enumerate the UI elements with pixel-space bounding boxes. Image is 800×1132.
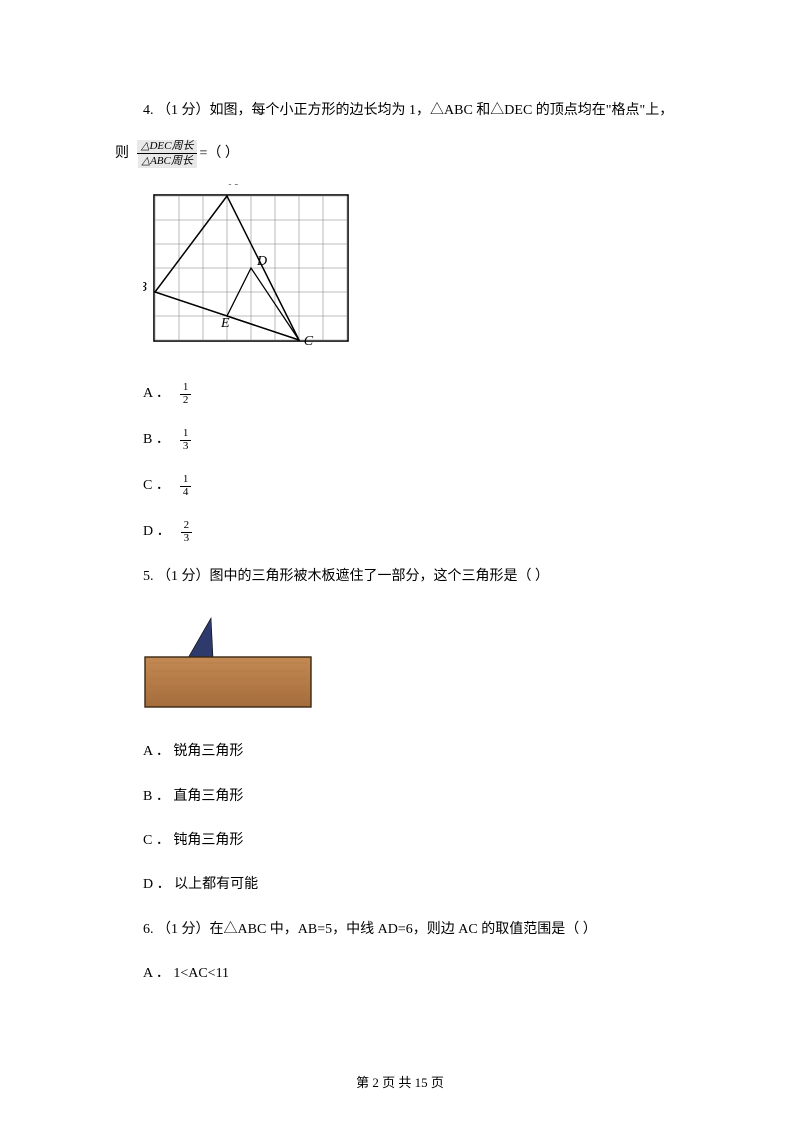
- q5-stem: 5. （1 分）图中的三角形被木板遮住了一部分，这个三角形是（ ）: [115, 566, 685, 588]
- option-label: D ．: [143, 521, 171, 543]
- q4-stem-line1: 4. （1 分）如图，每个小正方形的边长均为 1，△ABC 和△DEC 的顶点均…: [115, 100, 685, 122]
- q4-zhe: 则: [115, 143, 129, 165]
- svg-text:D: D: [256, 253, 267, 268]
- svg-text:B: B: [143, 280, 147, 295]
- q4-stem-line2: 则 △DEC周长 △ABC周长 =（ ）: [115, 140, 685, 167]
- fraction-icon: 1 4: [180, 474, 192, 498]
- svg-text:E: E: [220, 316, 230, 331]
- q5-option-c[interactable]: C ． 钝角三角形: [143, 830, 685, 852]
- q4-figure: A B C D E: [143, 184, 685, 360]
- q4-option-d[interactable]: D ． 2 3: [143, 520, 685, 544]
- page-footer: 第 2 页 共 15 页: [0, 1073, 800, 1094]
- q5-option-d[interactable]: D ． 以上都有可能: [143, 874, 685, 896]
- q4-option-b[interactable]: B ． 1 3: [143, 428, 685, 452]
- q4-grid-svg: A B C D E: [143, 184, 363, 352]
- q6-option-a[interactable]: A ． 1<AC<11: [143, 963, 685, 985]
- q4-option-a[interactable]: A ． 1 2: [143, 382, 685, 406]
- q6-stem: 6. （1 分）在△ABC 中，AB=5，中线 AD=6，则边 AC 的取值范围…: [115, 919, 685, 941]
- q5-wood-svg: [143, 613, 313, 711]
- svg-text:A: A: [228, 184, 238, 188]
- option-label: A ．: [143, 383, 170, 405]
- q5-option-a[interactable]: A ． 锐角三角形: [143, 741, 685, 763]
- q4-option-c[interactable]: C ． 1 4: [143, 474, 685, 498]
- option-label: B ．: [143, 429, 170, 451]
- fraction-icon: 2 3: [181, 520, 193, 544]
- q4-frac-den: △ABC周长: [138, 154, 197, 167]
- option-label: C ．: [143, 475, 170, 497]
- svg-text:C: C: [304, 334, 314, 349]
- q4-ratio-fraction: △DEC周长 △ABC周长: [135, 140, 199, 167]
- q5-figure: [143, 613, 685, 719]
- fraction-icon: 1 2: [180, 382, 192, 406]
- q4-frac-num: △DEC周长: [137, 140, 197, 154]
- fraction-icon: 1 3: [180, 428, 192, 452]
- q4-tail: =（ ）: [199, 143, 238, 165]
- q5-option-b[interactable]: B ． 直角三角形: [143, 786, 685, 808]
